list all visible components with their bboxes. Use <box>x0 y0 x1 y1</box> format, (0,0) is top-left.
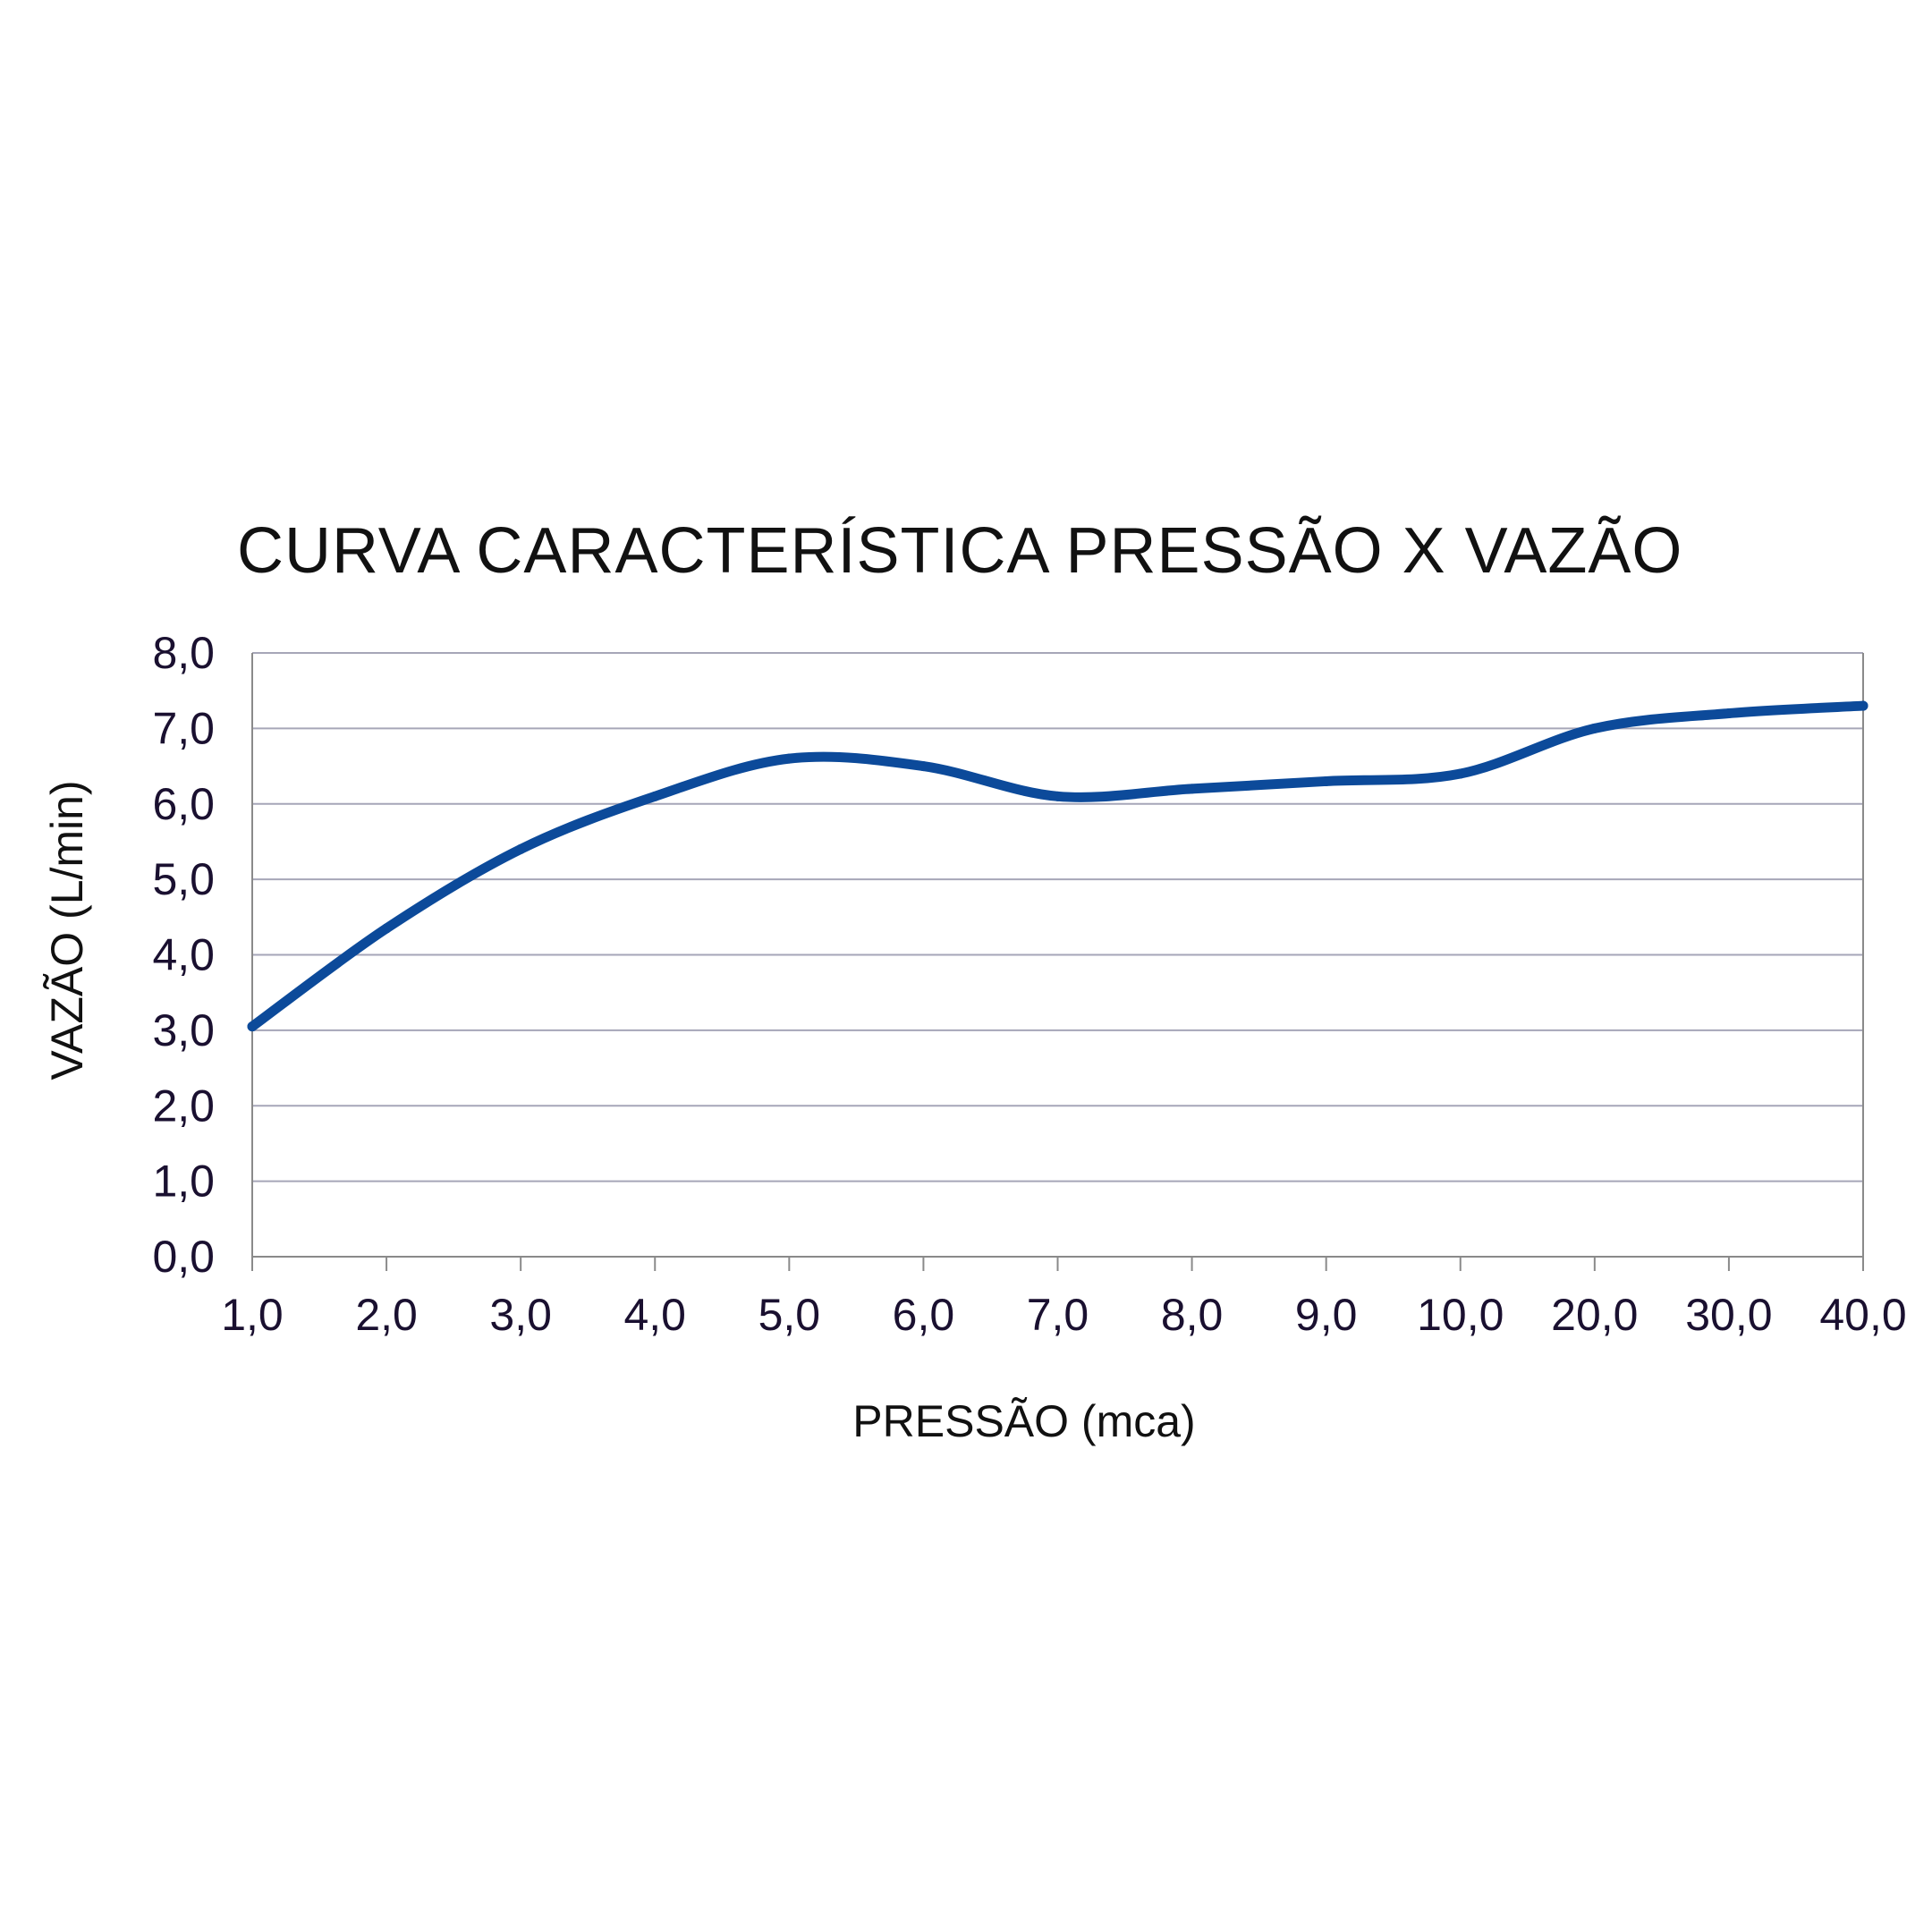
gridlines <box>252 652 1863 1182</box>
data-point <box>1858 700 1868 711</box>
x-tick-label: 10,0 <box>1417 1290 1504 1340</box>
data-point <box>918 761 928 772</box>
x-axis-label: PRESSÃO (mca) <box>852 1396 1196 1446</box>
y-tick-label: 4,0 <box>152 930 215 980</box>
x-tick-label: 8,0 <box>1161 1290 1224 1340</box>
data-point <box>1321 775 1332 786</box>
data-point <box>247 1021 258 1032</box>
data-point <box>1187 784 1198 794</box>
data-point <box>784 753 794 764</box>
x-tick-label: 20,0 <box>1551 1290 1638 1340</box>
x-tick-labels: 1,0 2,0 3,0 4,0 5,0 6,0 7,0 8,0 9,0 10,0 20,0 30,0 4… <box>221 1290 1906 1340</box>
data-point <box>649 791 660 801</box>
y-tick-label: 8,0 <box>152 628 215 678</box>
y-tick-labels: 0,0 1,0 2,0 3,0 4,0 5,0 6,0 7,0 8,0 <box>152 628 215 1282</box>
series-line <box>247 700 1868 1032</box>
x-tick-label: 9,0 <box>1295 1290 1358 1340</box>
data-point <box>515 843 526 854</box>
y-tick-label: 2,0 <box>152 1080 215 1131</box>
chart-title: CURVA CARACTERÍSTICA PRESSÃO X VAZÃO <box>237 515 1683 587</box>
x-tick-label: 30,0 <box>1685 1290 1772 1340</box>
x-tick-label: 2,0 <box>355 1290 418 1340</box>
series-layer <box>247 700 1868 1032</box>
x-tick-label: 1,0 <box>221 1290 284 1340</box>
x-tick-label: 5,0 <box>758 1290 821 1340</box>
y-tick-label: 7,0 <box>152 703 215 753</box>
data-point <box>1053 791 1063 801</box>
x-tick-label: 4,0 <box>623 1290 686 1340</box>
x-tick-label: 40,0 <box>1819 1290 1906 1340</box>
y-tick-label: 5,0 <box>152 854 215 904</box>
data-point <box>381 923 392 934</box>
data-point <box>1455 768 1466 779</box>
data-point <box>1724 708 1734 718</box>
x-tick-label: 3,0 <box>489 1290 552 1340</box>
x-tick-label: 7,0 <box>1027 1290 1089 1340</box>
y-tick-label: 1,0 <box>152 1157 215 1207</box>
axes <box>251 653 1864 1271</box>
x-tick-label: 6,0 <box>893 1290 955 1340</box>
y-tick-label: 3,0 <box>152 1005 215 1055</box>
data-point <box>1589 723 1600 733</box>
y-tick-label: 6,0 <box>152 779 215 829</box>
y-tick-label: 0,0 <box>152 1232 215 1282</box>
